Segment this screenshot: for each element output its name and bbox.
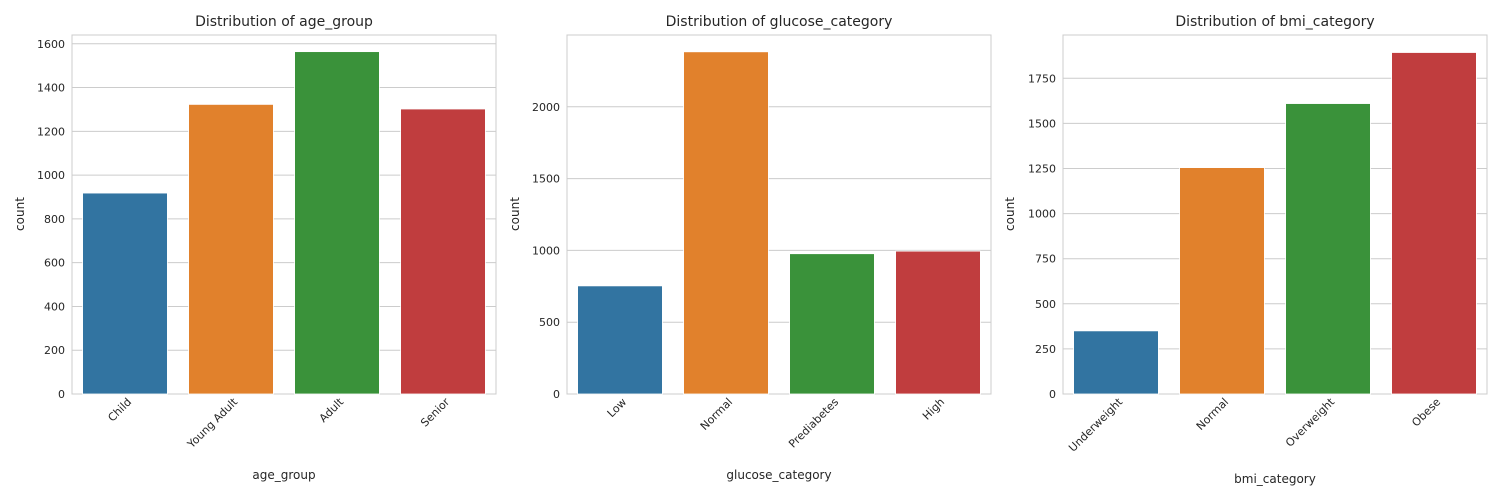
bar-normal xyxy=(683,51,769,395)
y-tick-label: 1200 xyxy=(37,125,65,138)
bar-child xyxy=(82,192,168,395)
x-ticks: Child Young Adult Adult Senior xyxy=(105,395,452,451)
y-tick-label: 1750 xyxy=(1028,72,1056,85)
bar-adult xyxy=(294,51,380,395)
x-tick-label: High xyxy=(920,396,947,423)
y-axis-label: count xyxy=(508,197,522,231)
y-tick-label: 600 xyxy=(44,257,65,270)
x-tick-label: Normal xyxy=(1194,396,1231,433)
bars xyxy=(1073,52,1477,395)
panel-bmi-category: 0 250 500 750 1000 1250 1500 1750 Underweight No… xyxy=(1003,14,1488,486)
y-tick-label: 750 xyxy=(1035,253,1056,266)
y-tick-label: 1250 xyxy=(1028,162,1056,175)
y-tick-label: 500 xyxy=(539,316,560,329)
bar-overweight xyxy=(1285,103,1371,395)
bar-low xyxy=(577,285,663,395)
x-tick-label: Child xyxy=(105,396,134,425)
x-axis-label: age_group xyxy=(252,468,315,482)
x-tick-label: Normal xyxy=(698,396,735,433)
bars xyxy=(82,51,486,395)
bar-young-adult xyxy=(188,103,274,395)
bar-normal xyxy=(1179,167,1265,395)
y-tick-label: 1500 xyxy=(532,173,560,186)
x-tick-label: Young Adult xyxy=(184,395,240,451)
y-tick-label: 400 xyxy=(44,300,65,313)
y-axis-label: count xyxy=(13,197,27,231)
x-ticks: Low Normal Prediabetes High xyxy=(605,395,948,450)
bar-prediabetes xyxy=(789,253,875,395)
y-tick-label: 1000 xyxy=(532,244,560,257)
x-tick-label: Adult xyxy=(317,395,347,425)
y-tick-label: 1600 xyxy=(37,38,65,51)
y-tick-label: 0 xyxy=(58,388,65,401)
bar-obese xyxy=(1391,52,1477,395)
bar-senior xyxy=(400,108,486,395)
x-tick-label: Low xyxy=(605,396,630,421)
panel-glucose-category: 0 500 1000 1500 2000 Low Normal Prediabetes Hig… xyxy=(508,14,992,482)
x-tick-label: Obese xyxy=(1409,395,1443,429)
y-ticks: 0 250 500 750 1000 1250 1500 1750 xyxy=(1028,72,1056,401)
bar-high xyxy=(895,250,981,395)
y-tick-label: 1500 xyxy=(1028,117,1056,130)
bars xyxy=(577,51,981,395)
chart-title: Distribution of bmi_category xyxy=(1175,14,1374,30)
x-tick-label: Senior xyxy=(418,395,452,429)
x-tick-label: Underweight xyxy=(1066,395,1125,454)
y-tick-label: 200 xyxy=(44,344,65,357)
chart-title: Distribution of glucose_category xyxy=(666,14,893,30)
y-tick-label: 500 xyxy=(1035,298,1056,311)
panel-age-group: 0 200 400 600 800 1000 1200 1400 1600 Child Young… xyxy=(13,14,497,482)
y-tick-label: 250 xyxy=(1035,343,1056,356)
y-tick-label: 2000 xyxy=(532,101,560,114)
y-ticks: 0 200 400 600 800 1000 1200 1400 1600 xyxy=(37,38,65,401)
y-tick-label: 800 xyxy=(44,213,65,226)
x-tick-label: Overweight xyxy=(1283,395,1338,450)
x-axis-label: glucose_category xyxy=(726,468,831,482)
y-tick-label: 0 xyxy=(1049,388,1056,401)
x-axis-label: bmi_category xyxy=(1234,472,1316,486)
y-tick-label: 0 xyxy=(553,388,560,401)
bar-underweight xyxy=(1073,330,1159,395)
chart-title: Distribution of age_group xyxy=(195,14,373,30)
x-ticks: Underweight Normal Overweight Obese xyxy=(1066,395,1443,454)
y-tick-label: 1400 xyxy=(37,82,65,95)
x-tick-label: Prediabetes xyxy=(786,395,841,450)
y-axis-label: count xyxy=(1003,197,1017,231)
y-ticks: 0 500 1000 1500 2000 xyxy=(532,101,560,401)
y-tick-label: 1000 xyxy=(1028,208,1056,221)
y-tick-label: 1000 xyxy=(37,169,65,182)
